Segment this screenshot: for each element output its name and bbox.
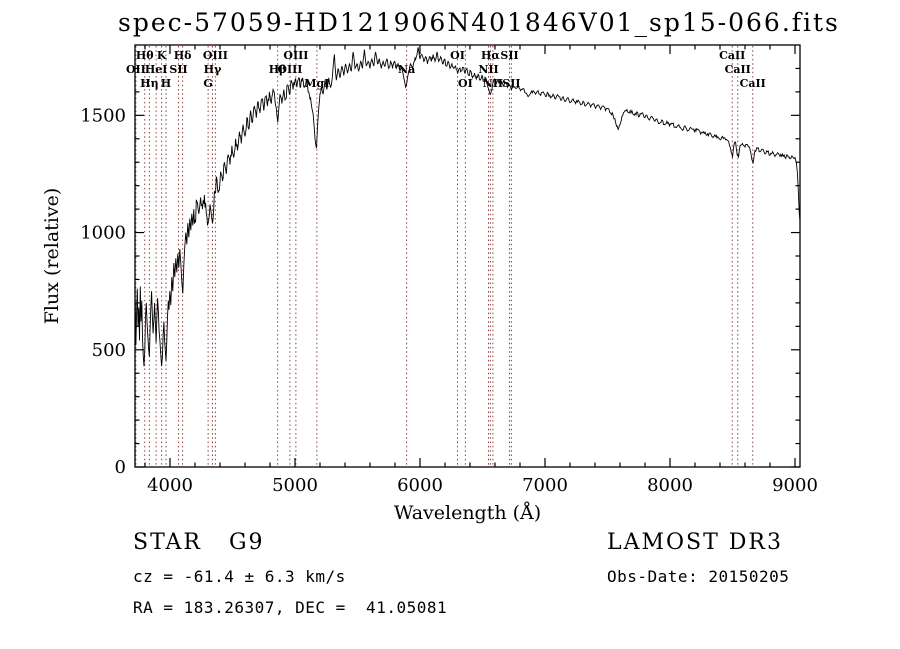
- spectral-line-label: NII: [478, 63, 498, 76]
- x-tick-label: 8000: [647, 475, 693, 496]
- spectral-line-label: CaII: [719, 49, 745, 62]
- spectral-line-label: Hθ: [136, 49, 154, 62]
- spectral-line-label: HeI: [145, 63, 168, 76]
- x-tick-label: 9000: [772, 475, 818, 496]
- x-tick-label: 5000: [272, 475, 318, 496]
- spectral-line-label: MgI: [304, 77, 329, 90]
- ra-dec-value: RA = 183.26307, DEC = 41.05081: [133, 598, 448, 617]
- y-tick-label: 1000: [80, 223, 126, 244]
- spectral-line-label: Hη: [140, 77, 158, 90]
- spectrum-line: [134, 47, 801, 367]
- x-tick-label: 4000: [147, 475, 193, 496]
- spectral-line-label: H: [161, 77, 171, 90]
- spectral-line-label: Na: [398, 63, 415, 76]
- spectral-line-label: OIII: [283, 49, 308, 62]
- spectral-line-label: SII: [502, 77, 520, 90]
- spectral-line-label: OII: [126, 63, 146, 76]
- spectral-line-label: Hβ: [269, 63, 287, 76]
- y-tick-label: 500: [92, 340, 126, 361]
- spectral-line-label: SII: [500, 49, 518, 62]
- spectral-line-label: NII: [483, 77, 503, 90]
- spectral-line-label: G: [203, 77, 212, 90]
- x-axis-label: Wavelength (Å): [393, 502, 542, 524]
- y-tick-label: 0: [115, 457, 126, 478]
- plot-frame: [134, 44, 801, 468]
- x-tick-label: 7000: [522, 475, 568, 496]
- spectral-line-label: OI: [450, 49, 465, 62]
- plot-title: spec-57059-HD121906N401846V01_sp15-066.f…: [118, 8, 840, 37]
- spectral-line-label: OI: [458, 77, 473, 90]
- x-tick-label: 6000: [397, 475, 443, 496]
- spectral-line-label: CaII: [740, 77, 766, 90]
- y-tick-label: 1500: [80, 105, 126, 126]
- object-class-label: STAR G9: [133, 530, 265, 555]
- y-axis-label: Flux (relative): [41, 187, 63, 325]
- survey-label: LAMOST DR3: [607, 530, 783, 555]
- spectral-line-label: K: [157, 49, 167, 62]
- spectral-line-label: CaII: [725, 63, 751, 76]
- cz-value: cz = -61.4 ± 6.3 km/s: [133, 567, 346, 586]
- spectral-line-label: Hδ: [174, 49, 192, 62]
- spectral-line-label: Hγ: [204, 63, 222, 76]
- spectral-line-label: SII: [169, 63, 187, 76]
- spectral-line-label: OIII: [277, 63, 302, 76]
- obs-date-label: Obs-Date: 20150205: [607, 567, 790, 586]
- spectral-line-label: OIII: [203, 49, 228, 62]
- spectral-line-label: Hα: [481, 49, 500, 62]
